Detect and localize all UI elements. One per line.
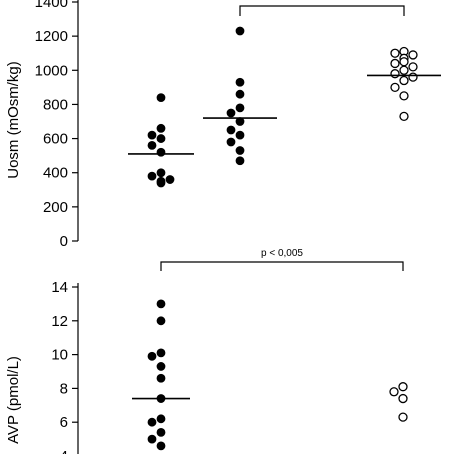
y-tick-label: 12 — [51, 313, 68, 330]
y-tick-label: 6 — [60, 414, 68, 431]
data-point-filled — [156, 134, 166, 143]
data-point-open — [390, 48, 400, 58]
data-point-filled — [156, 147, 166, 157]
significance-label: p < 0,005 — [261, 248, 303, 259]
data-point-filled — [165, 175, 175, 184]
data-point-filled — [156, 427, 166, 437]
data-point-filled — [156, 373, 166, 383]
y-tick-label: 0 — [60, 233, 68, 250]
data-point-filled — [147, 171, 157, 181]
data-point-filled — [156, 93, 166, 102]
y-tick-label: 1400 — [35, 0, 68, 11]
significance-bracket — [239, 5, 405, 16]
data-point-filled — [147, 351, 157, 361]
data-point-open — [408, 62, 418, 72]
data-point-filled — [147, 130, 157, 140]
data-point-filled — [156, 441, 166, 451]
data-point-filled — [156, 168, 166, 178]
data-point-filled — [226, 108, 236, 118]
data-point-filled — [235, 103, 245, 113]
data-point-open — [398, 393, 408, 404]
data-point-filled — [235, 89, 245, 99]
y-tick-label: 400 — [43, 165, 68, 182]
data-point-open — [398, 412, 408, 422]
y-tick-label: 1000 — [35, 62, 68, 79]
y-tick-label: 200 — [43, 199, 68, 216]
data-point-open — [398, 382, 408, 392]
data-point-open — [390, 69, 400, 79]
data-point-open — [390, 82, 400, 93]
data-point-filled — [156, 348, 166, 358]
data-point-filled — [235, 26, 245, 36]
data-point-filled — [147, 417, 157, 427]
data-point-filled — [156, 414, 166, 424]
data-point-filled — [226, 137, 236, 147]
data-point-filled — [226, 125, 236, 135]
data-point-open — [399, 75, 409, 86]
data-point-open — [399, 57, 409, 67]
y-tick-label: 600 — [43, 131, 68, 148]
data-point-open — [399, 65, 409, 75]
data-point-filled — [147, 434, 157, 444]
y-tick-label: 1200 — [35, 28, 68, 45]
data-point-filled — [147, 140, 157, 150]
y-tick-label: 800 — [43, 96, 68, 113]
y-tick-label: 8 — [60, 380, 68, 397]
y-tick-label: 4 — [60, 448, 68, 454]
data-point-open — [399, 111, 409, 122]
data-point-filled — [156, 299, 166, 309]
y-tick-label: 14 — [51, 279, 68, 296]
data-point-filled — [235, 77, 245, 87]
data-point-filled — [156, 178, 166, 188]
data-point-open — [408, 50, 418, 60]
data-point-open — [408, 72, 418, 82]
data-point-filled — [235, 130, 245, 140]
y-tick-label: 10 — [51, 347, 68, 364]
data-point-filled — [156, 316, 166, 326]
y-axis-label: AVP (pmol/L) — [5, 356, 22, 444]
data-point-filled — [235, 156, 245, 166]
significance-label: p = 0.001 — [301, 0, 343, 1]
data-point-filled — [156, 123, 166, 133]
y-axis-label: Uosm (mOsm/kg) — [5, 61, 22, 179]
data-point-open — [390, 58, 400, 69]
data-point-filled — [156, 362, 166, 371]
data-point-open — [389, 387, 399, 397]
significance-bracket — [160, 261, 404, 271]
data-point-open — [399, 91, 409, 101]
data-point-filled — [235, 146, 245, 155]
